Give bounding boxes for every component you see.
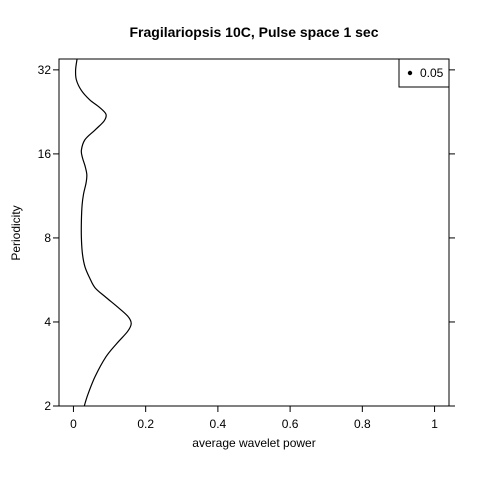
y-tick-label: 2	[44, 399, 51, 413]
chart-title: Fragilariopsis 10C, Pulse space 1 sec	[129, 24, 378, 40]
y-tick-label: 4	[44, 315, 51, 329]
legend-marker-point	[407, 70, 413, 76]
series-line-average-wavelet-power	[74, 58, 132, 407]
x-tick-label: 0.8	[354, 417, 371, 431]
x-axis-label: average wavelet power	[192, 436, 315, 450]
legend-box	[398, 58, 450, 88]
y-tick-label: 8	[44, 231, 51, 245]
legend: 0.05	[398, 58, 450, 88]
x-tick-label: 0.4	[210, 417, 227, 431]
x-tick-label: 1	[431, 417, 438, 431]
y-axis: 2 4 8 16 32	[38, 63, 455, 413]
x-tick-label: 0.6	[282, 417, 299, 431]
x-tick-label: 0	[70, 417, 77, 431]
y-tick-label: 16	[38, 147, 52, 161]
x-tick-label: 0.2	[137, 417, 154, 431]
y-tick-label: 32	[38, 63, 52, 77]
plot-area-frame	[58, 58, 450, 407]
x-axis: 0 0.2 0.4 0.6 0.8 1	[70, 406, 438, 431]
legend-label: 0.05	[420, 66, 444, 80]
y-axis-label: Periodicity	[9, 205, 23, 260]
